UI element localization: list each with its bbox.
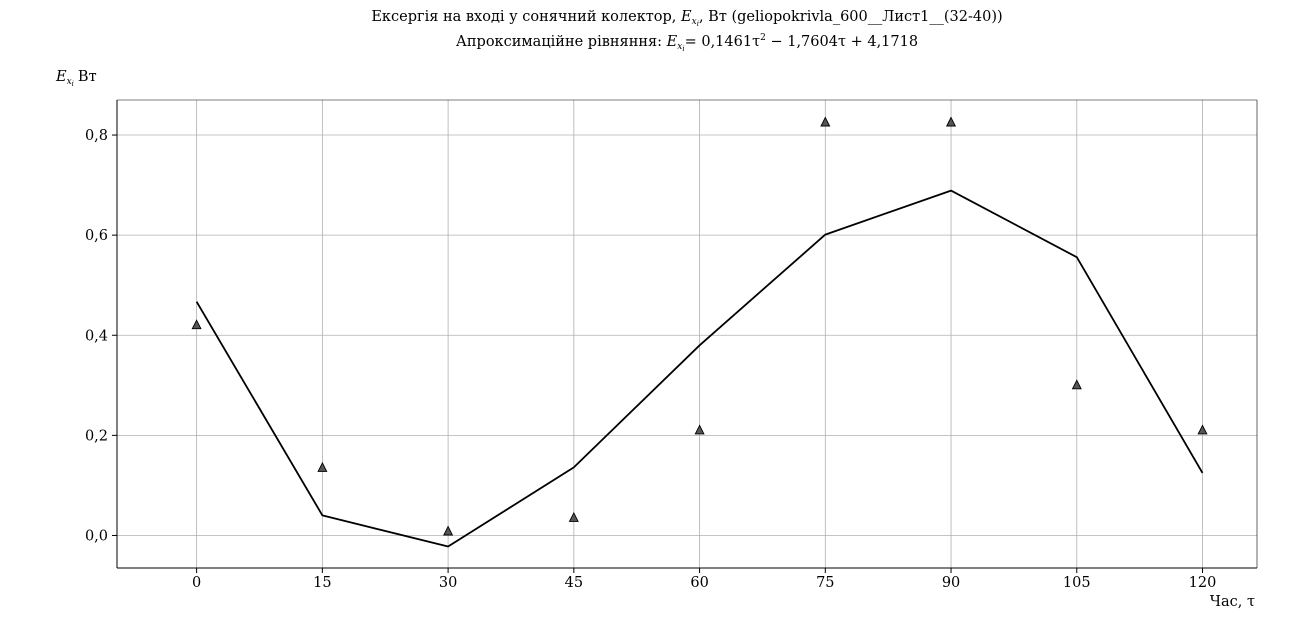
x-tick-label: 120	[1189, 575, 1217, 591]
fit-line-series	[195, 189, 1204, 548]
grid	[117, 100, 1257, 568]
data-points-series	[191, 116, 1208, 536]
ticks: 0 15 30 45 60 75 90 105 120 0,0 0,2 0,4 0,6 0,8	[85, 128, 1216, 591]
data-point	[1197, 424, 1208, 435]
y-tick-label: 0,8	[85, 128, 108, 144]
chart-title-line1: Ексергія на вході у сонячний колектор, E…	[371, 9, 1002, 28]
data-point	[1071, 379, 1082, 390]
y-tick-label: 0,2	[85, 428, 108, 444]
data-point	[443, 525, 454, 536]
chart-title-line2: Апроксимаційне рівняння: Exi= 0,1461τ2 −…	[456, 33, 918, 53]
data-point	[568, 511, 579, 522]
data-point	[317, 461, 328, 472]
x-tick-label: 15	[313, 575, 331, 591]
fit-line	[195, 189, 1204, 548]
y-tick-label: 0,4	[85, 328, 108, 344]
x-axis-label: Час, τ	[1210, 594, 1255, 610]
data-point	[191, 319, 202, 330]
x-tick-label: 45	[565, 575, 583, 591]
x-tick-label: 30	[439, 575, 457, 591]
x-tick-label: 90	[942, 575, 960, 591]
x-tick-label: 105	[1063, 575, 1091, 591]
x-tick-label: 75	[816, 575, 834, 591]
x-tick-label: 60	[690, 575, 708, 591]
y-tick-label: 0,6	[85, 228, 108, 244]
data-point	[945, 116, 957, 127]
data-point	[694, 424, 705, 435]
y-axis-label: Exi Вт	[55, 69, 97, 88]
axes	[116, 99, 1258, 569]
data-point	[820, 116, 831, 127]
x-tick-label: 0	[192, 575, 201, 591]
y-tick-label: 0,0	[85, 528, 108, 544]
